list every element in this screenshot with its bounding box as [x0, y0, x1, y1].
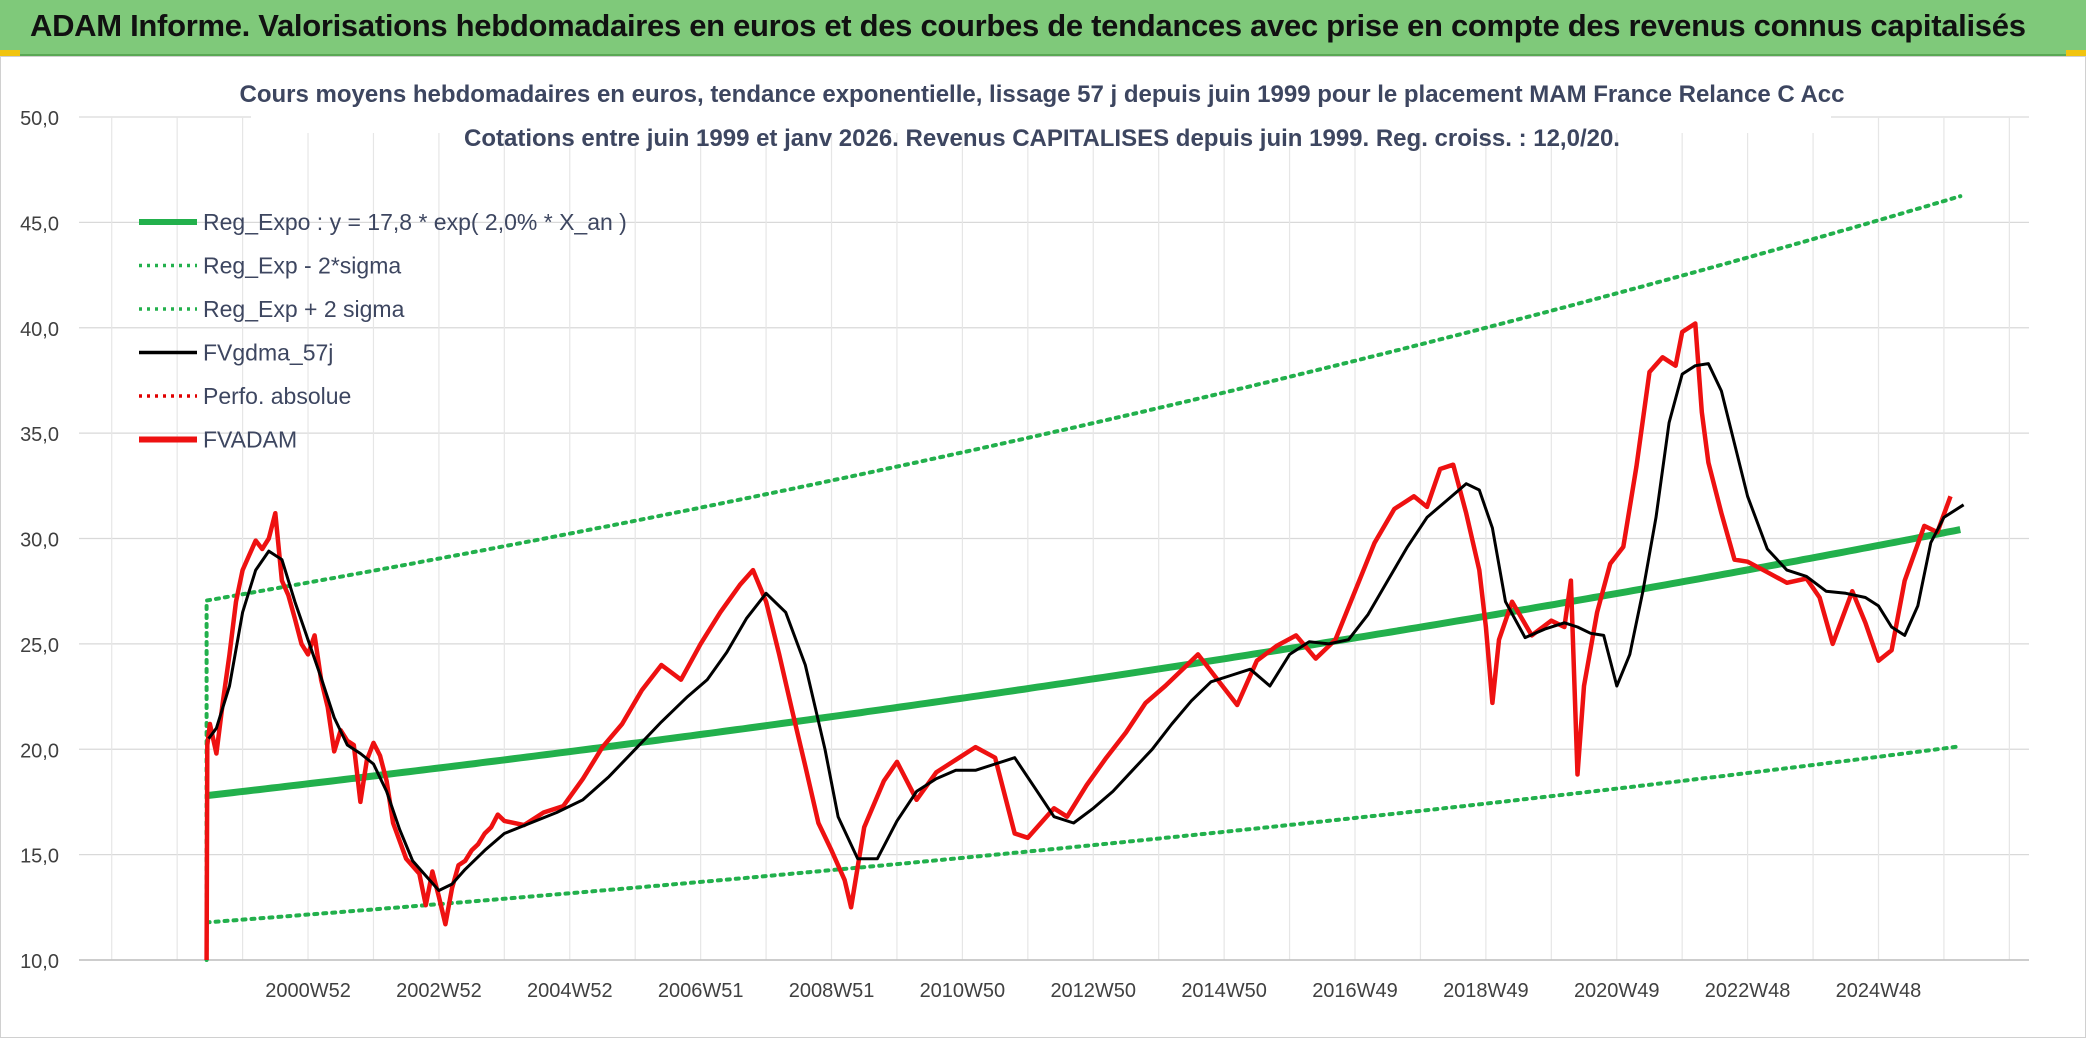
x-tick-label: 2024W48	[1836, 980, 1922, 1002]
chart-titles: Cours moyens hebdomadaires en euros, ten…	[240, 57, 1845, 152]
legend-label: Reg_Expo : y = 17,8 * exp( 2,0% * X_an )	[203, 209, 627, 235]
x-tick-label: 2002W52	[396, 980, 482, 1002]
chart-panel: 10,0 15,0 20,0 25,0 30,0 35,0 40,0 45,0 50,0 200…	[0, 56, 2086, 1038]
legend-label: Perfo. absolue	[203, 383, 351, 409]
corner-mark-right	[2066, 50, 2086, 56]
x-tick-label: 2008W51	[789, 980, 875, 1002]
legend-label: Reg_Exp + 2 sigma	[203, 296, 405, 322]
fvadam-line	[204, 321, 1953, 961]
chart-title-line2: Cotations entre juin 1999 et janv 2026. …	[464, 125, 1620, 152]
legend: Reg_Expo : y = 17,8 * exp( 2,0% * X_an )…	[139, 209, 627, 453]
corner-mark-left	[0, 50, 20, 56]
legend-label: FVgdma_57j	[203, 340, 333, 366]
y-axis: 10,0 15,0 20,0 25,0 30,0 35,0 40,0 45,0 50,0	[20, 108, 59, 973]
y-tick-label: 20,0	[20, 740, 59, 762]
legend-label: Reg_Exp - 2*sigma	[203, 253, 401, 279]
gridlines	[79, 116, 2029, 961]
x-tick-label: 2010W50	[920, 980, 1006, 1002]
y-tick-label: 50,0	[20, 108, 59, 130]
x-tick-label: 2016W49	[1312, 980, 1398, 1002]
x-tick-label: 2022W48	[1705, 980, 1791, 1002]
x-tick-label: 2020W49	[1574, 980, 1660, 1002]
y-tick-label: 15,0	[20, 846, 59, 868]
x-tick-label: 2000W52	[265, 980, 351, 1002]
reg-plus-2sigma-line	[204, 194, 1963, 962]
series-layer	[204, 194, 1965, 962]
chart-svg: 10,0 15,0 20,0 25,0 30,0 35,0 40,0 45,0 50,0 200…	[20, 57, 2029, 1002]
y-tick-label: 45,0	[20, 213, 59, 235]
x-tick-label: 2018W49	[1443, 980, 1529, 1002]
header-banner: ADAM Informe. Valorisations hebdomadaire…	[0, 0, 2086, 56]
reg-expo-line	[206, 526, 1961, 800]
y-tick-label: 10,0	[20, 951, 59, 973]
y-tick-label: 35,0	[20, 424, 59, 446]
legend-label: FVADAM	[203, 427, 297, 453]
y-tick-label: 40,0	[20, 319, 59, 341]
fvgdma-line	[207, 362, 1965, 892]
report-title: ADAM Informe. Valorisations hebdomadaire…	[30, 8, 2026, 43]
x-tick-label: 2014W50	[1181, 980, 1267, 1002]
x-tick-label: 2006W51	[658, 980, 744, 1002]
title-background	[251, 57, 1831, 133]
x-axis: 2000W52 2002W52 2004W52 2006W51 2008W51 2010W…	[79, 959, 2029, 1002]
x-tick-label: 2004W52	[527, 980, 613, 1002]
x-tick-label: 2012W50	[1050, 980, 1136, 1002]
reg-minus-2sigma-line	[204, 744, 1963, 925]
chart-title-line1: Cours moyens hebdomadaires en euros, ten…	[240, 81, 1845, 108]
y-tick-label: 25,0	[20, 635, 59, 657]
y-tick-label: 30,0	[20, 530, 59, 552]
